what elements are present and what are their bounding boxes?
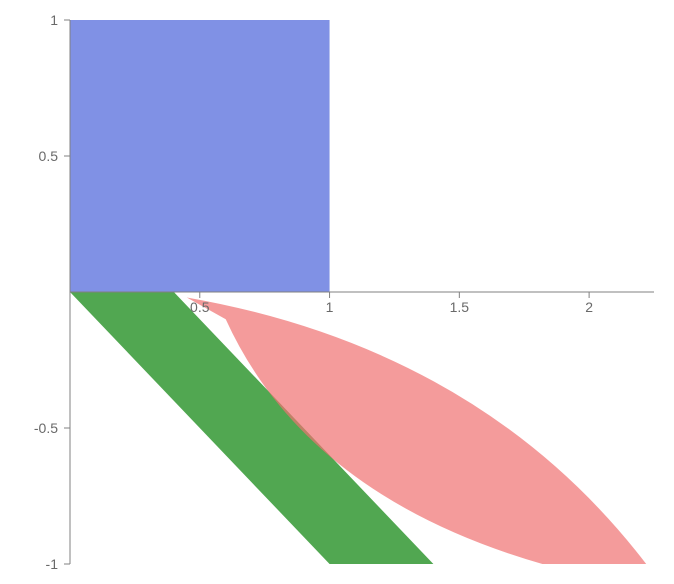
x-tick-label: 2 bbox=[585, 299, 593, 315]
region-plot: 0.5 1 1.5 2 -1 -0.5 0.5 1 bbox=[0, 0, 674, 584]
x-tick-label: 1.5 bbox=[450, 299, 470, 315]
y-tick-label: 0.5 bbox=[39, 148, 59, 164]
y-tick-label: -1 bbox=[46, 556, 59, 572]
x-tick-label: 1 bbox=[326, 299, 334, 315]
blue-square bbox=[70, 20, 330, 292]
y-tick-label: 1 bbox=[50, 12, 58, 28]
y-tick-label: -0.5 bbox=[34, 420, 58, 436]
x-tick-label: 0.5 bbox=[190, 299, 210, 315]
